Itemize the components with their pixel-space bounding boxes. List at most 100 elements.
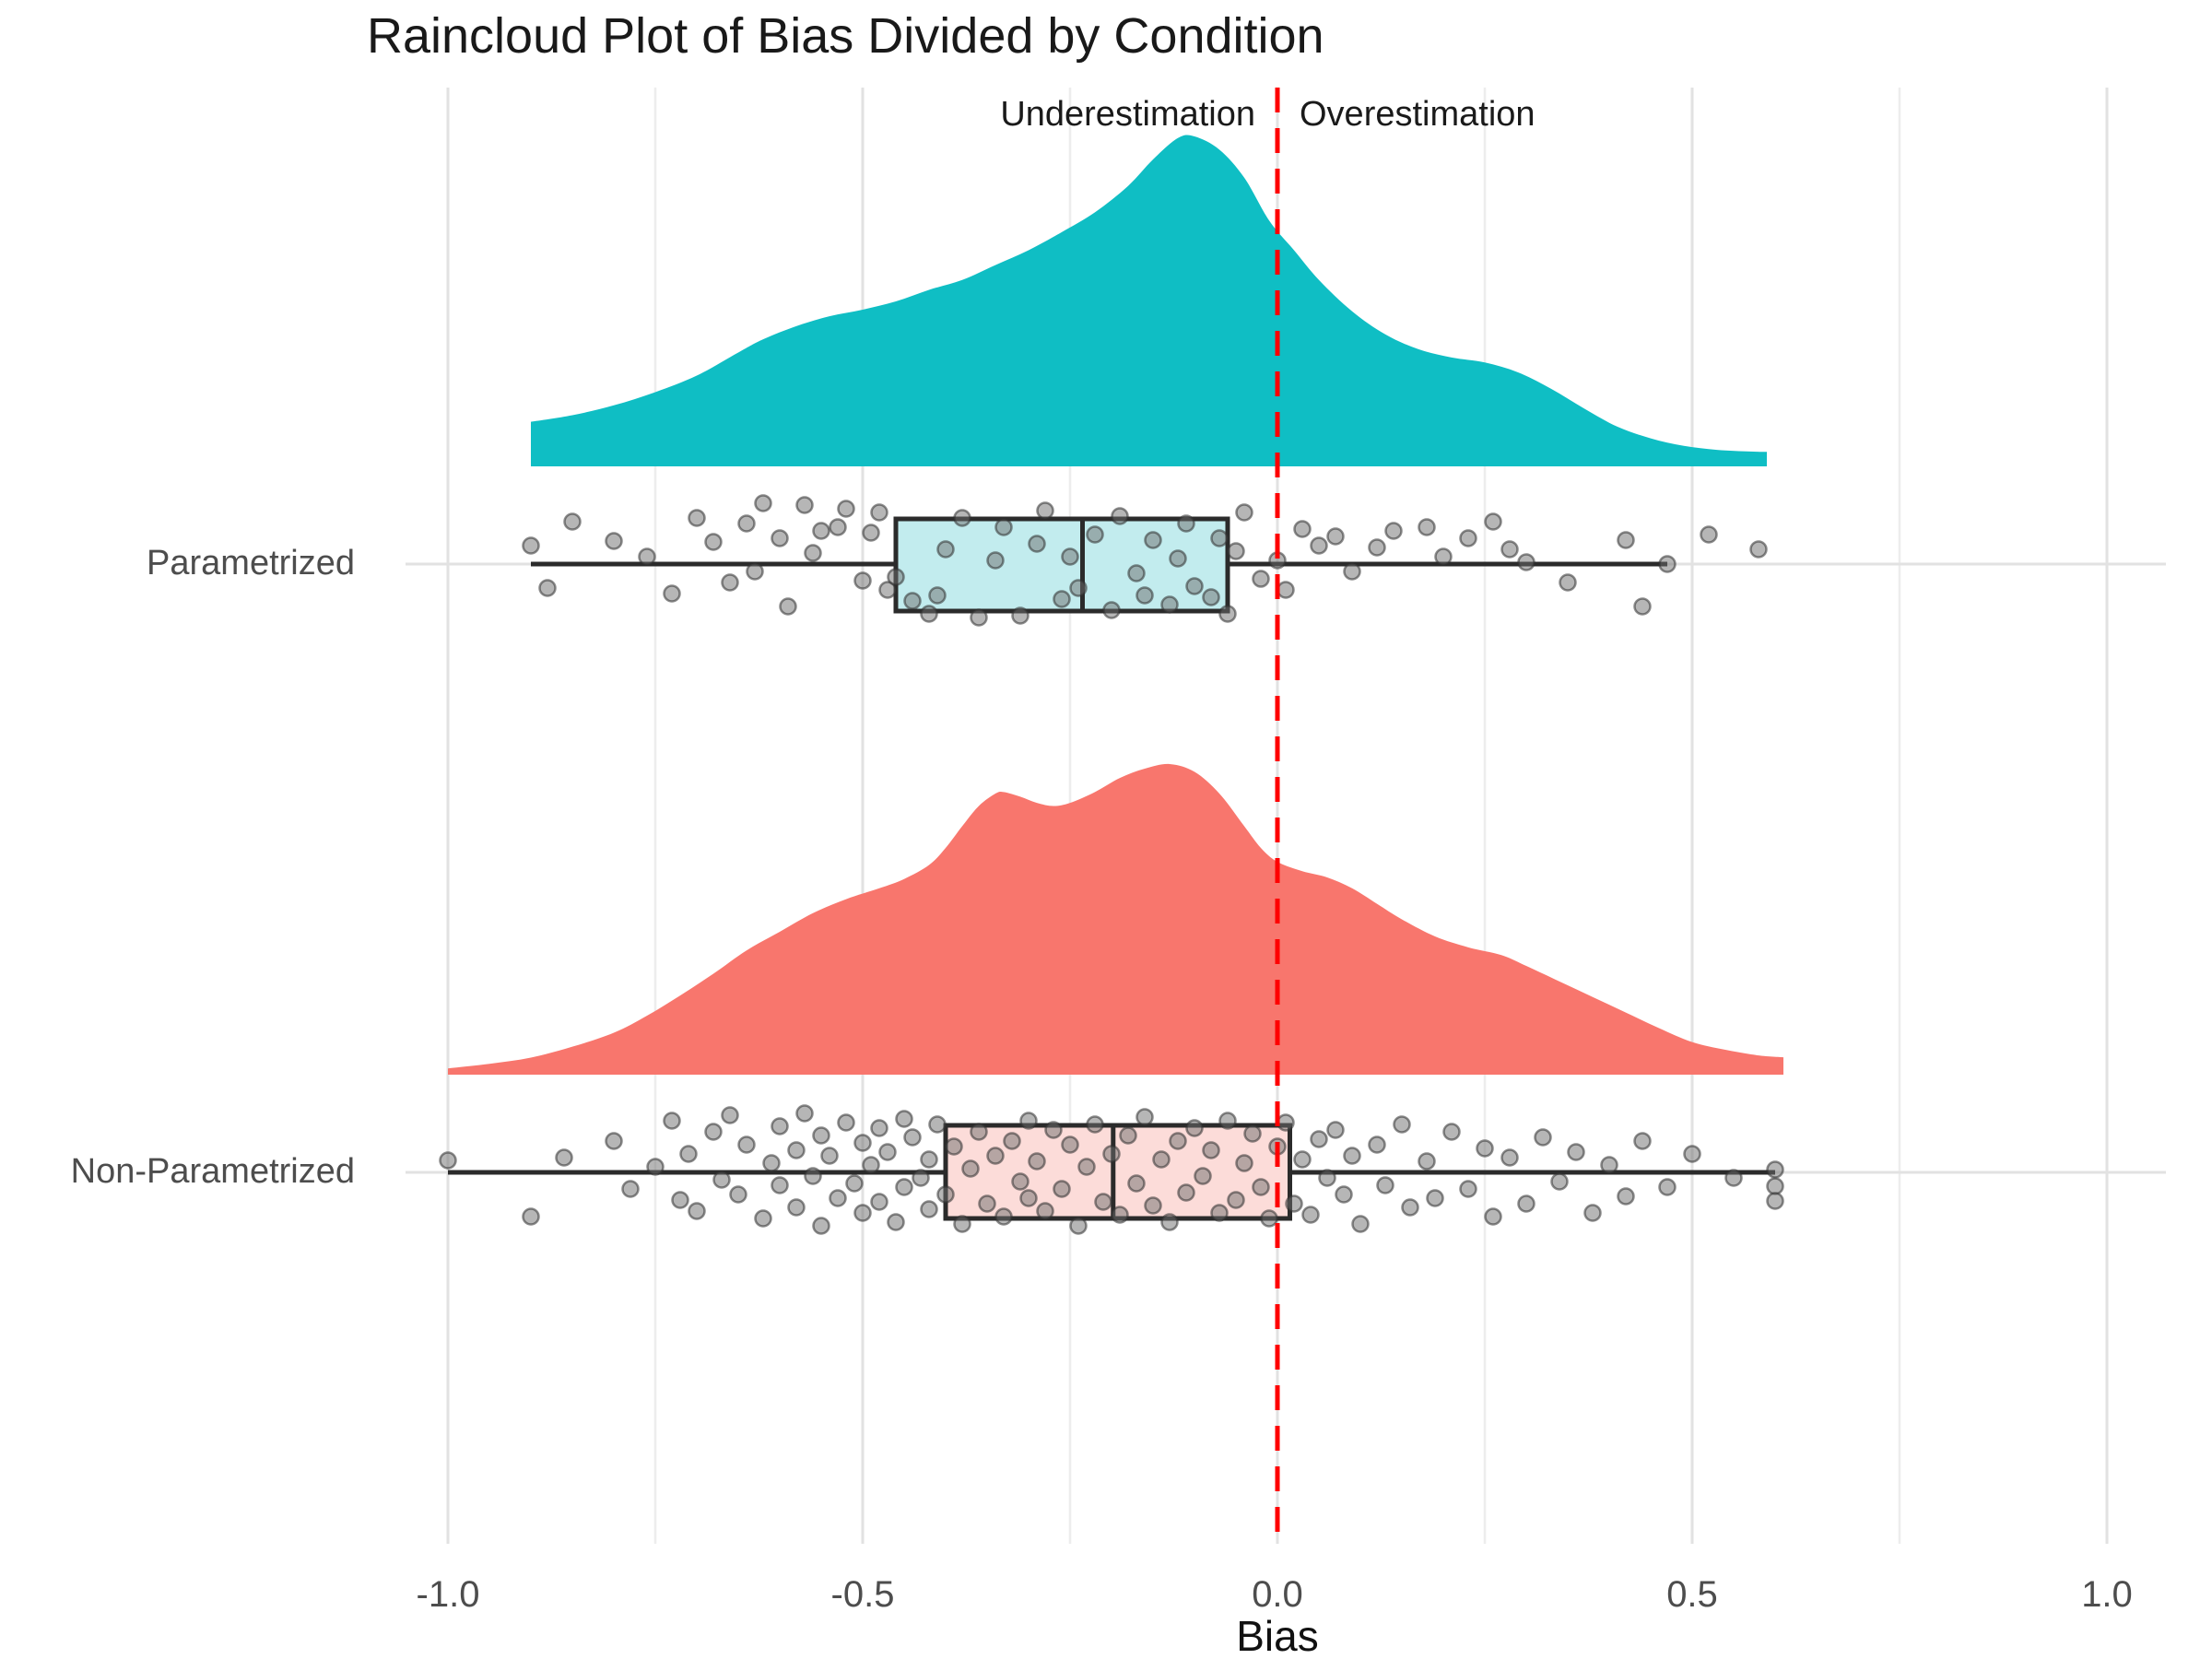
data-point — [804, 544, 822, 562]
data-point — [522, 536, 540, 555]
data-point — [1459, 529, 1477, 547]
data-point — [1044, 1121, 1063, 1139]
data-point — [538, 579, 557, 597]
data-point — [837, 1113, 855, 1132]
data-point — [1310, 536, 1328, 555]
x-tick-label: 0.0 — [1252, 1574, 1303, 1615]
data-point — [1111, 507, 1129, 525]
jitter-points-parametrized — [522, 494, 1768, 627]
data-point — [1724, 1169, 1743, 1187]
data-point — [754, 1209, 772, 1228]
data-point — [870, 1193, 888, 1211]
data-point — [1418, 1152, 1436, 1171]
data-point — [1061, 547, 1079, 566]
data-point — [1326, 527, 1345, 546]
x-tick-label: 0.5 — [1666, 1574, 1718, 1615]
data-point — [771, 1176, 789, 1194]
data-point — [1343, 1147, 1361, 1165]
data-point — [1169, 1132, 1187, 1150]
data-point — [887, 1213, 905, 1231]
data-point — [1069, 1217, 1088, 1235]
data-point — [1500, 1148, 1519, 1167]
jitter-points-non-parametrized — [439, 1104, 1784, 1235]
data-point — [903, 1128, 922, 1147]
data-point — [1202, 588, 1220, 606]
data-point — [1252, 1178, 1270, 1196]
data-point — [1194, 1167, 1212, 1185]
data-point — [1160, 1213, 1179, 1231]
data-point — [903, 592, 922, 610]
data-point — [1135, 1108, 1154, 1126]
data-point — [870, 503, 888, 522]
data-point — [936, 540, 955, 559]
data-point — [1111, 1206, 1129, 1224]
overestimation-label: Overestimation — [1300, 95, 1535, 134]
data-point — [804, 1167, 822, 1185]
data-point — [1119, 1126, 1137, 1145]
data-point — [795, 496, 814, 514]
data-point — [771, 1117, 789, 1135]
data-point — [920, 605, 938, 623]
data-point — [1310, 1130, 1328, 1148]
data-point — [1053, 590, 1071, 608]
data-point — [1600, 1156, 1618, 1174]
x-tick-label: -0.5 — [830, 1574, 895, 1615]
data-point — [1633, 597, 1652, 616]
data-point — [679, 1145, 698, 1163]
data-point — [762, 1154, 781, 1172]
data-point — [1235, 503, 1253, 522]
data-point — [1144, 531, 1162, 549]
data-point — [1318, 1169, 1336, 1187]
data-point — [936, 1185, 955, 1204]
data-point — [829, 1189, 847, 1207]
data-point — [1476, 1139, 1494, 1158]
data-point — [1517, 553, 1535, 571]
data-point — [1243, 1124, 1262, 1143]
data-point — [663, 1112, 681, 1130]
data-point — [1550, 1172, 1569, 1191]
data-point — [853, 1134, 872, 1152]
data-point — [787, 1198, 806, 1217]
data-point — [638, 547, 656, 566]
data-point — [953, 509, 971, 527]
data-point — [895, 1178, 913, 1196]
data-point — [754, 494, 772, 512]
data-point — [1766, 1160, 1784, 1179]
data-point — [688, 509, 706, 527]
data-point — [1293, 520, 1312, 538]
data-point — [961, 1159, 980, 1178]
data-point — [1517, 1194, 1535, 1213]
data-point — [1011, 1172, 1030, 1191]
data-point — [729, 1185, 747, 1204]
data-point — [1102, 1145, 1121, 1163]
data-point — [1633, 1132, 1652, 1150]
chart-title: Raincloud Plot of Bias Divided by Condit… — [367, 8, 1324, 64]
data-point — [920, 1150, 938, 1169]
data-point — [787, 1141, 806, 1159]
data-point — [920, 1200, 938, 1218]
data-point — [522, 1207, 540, 1226]
data-point — [1393, 1115, 1411, 1134]
data-point — [1683, 1145, 1701, 1163]
data-point — [1368, 1135, 1386, 1154]
x-axis-title: Bias — [1236, 1612, 1319, 1659]
data-point — [1086, 1115, 1104, 1134]
data-point — [1559, 573, 1577, 592]
data-point — [912, 1169, 930, 1187]
data-point — [1135, 586, 1154, 605]
data-point — [945, 1137, 963, 1156]
data-point — [820, 1147, 839, 1165]
data-point — [1500, 540, 1519, 559]
data-point — [712, 1171, 731, 1189]
data-point — [1293, 1150, 1312, 1169]
x-tick-label: -1.0 — [416, 1574, 480, 1615]
data-point — [1335, 1185, 1353, 1204]
data-point — [1152, 1150, 1171, 1169]
data-point — [1376, 1176, 1394, 1194]
x-tick-label: 1.0 — [2081, 1574, 2133, 1615]
density-parametrized — [531, 135, 1767, 467]
data-point — [688, 1202, 706, 1220]
data-point — [887, 568, 905, 586]
data-point — [837, 500, 855, 518]
